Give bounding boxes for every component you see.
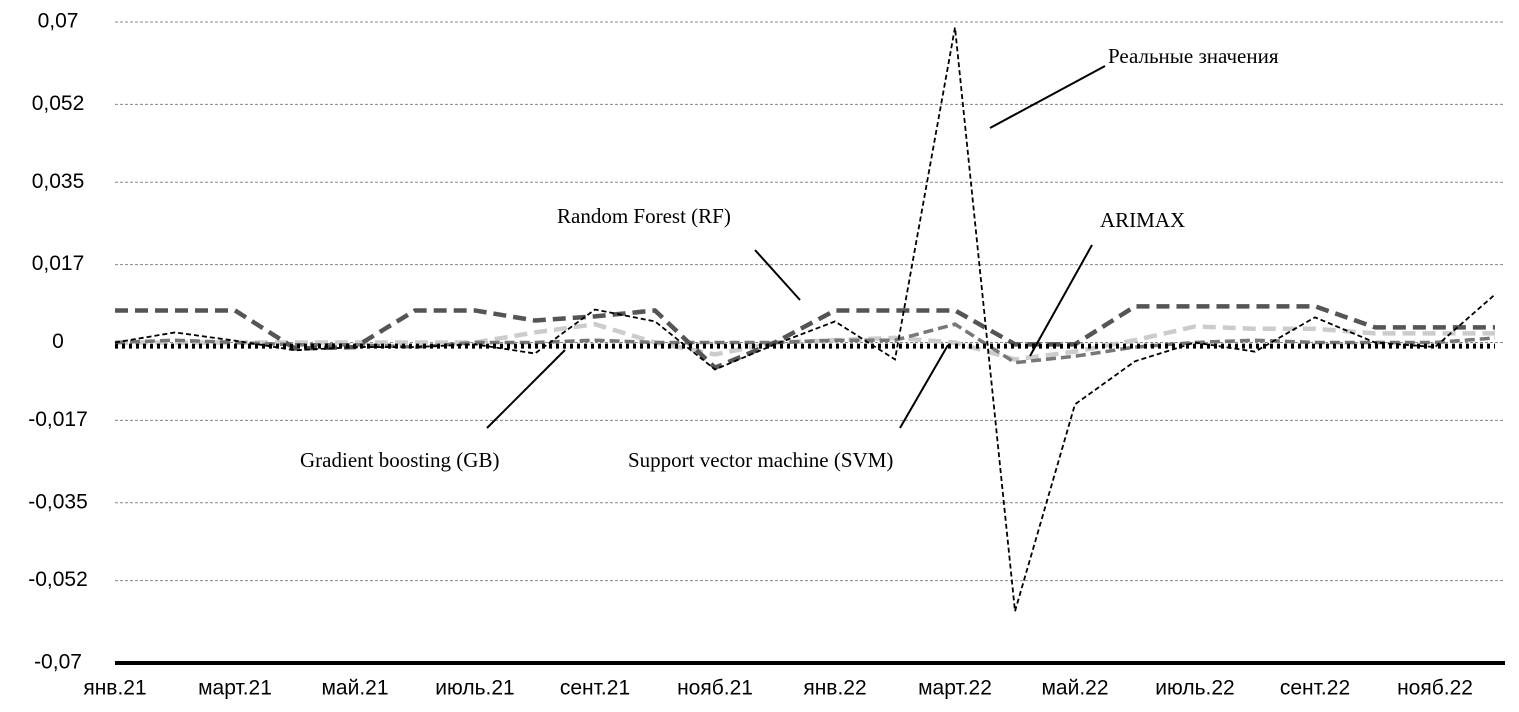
x-tick-label: сент.21 bbox=[560, 677, 630, 700]
y-tick-label: -0,052 bbox=[28, 568, 88, 591]
plot: 0,07 0,052 0,035 0,017 0 -0,017 -0,035 -0,052 -0… bbox=[28, 10, 1505, 700]
leader-line bbox=[1029, 244, 1093, 357]
y-tick-label: 0,035 bbox=[32, 170, 85, 193]
x-tick-label: март.22 bbox=[918, 677, 992, 700]
y-tick-label: 0,017 bbox=[32, 252, 85, 275]
x-tick-label: май.22 bbox=[1041, 677, 1108, 700]
leader-line bbox=[989, 65, 1106, 129]
leader-line bbox=[899, 344, 949, 429]
series-line bbox=[114, 27, 1496, 612]
y-tick-label: 0,07 bbox=[38, 10, 79, 33]
series-line bbox=[114, 322, 1496, 365]
annotation: ARIMAX bbox=[1100, 208, 1185, 232]
x-tick-label: июль.22 bbox=[1155, 677, 1234, 700]
series-line bbox=[115, 304, 1495, 371]
y-tick-label: -0,035 bbox=[28, 490, 88, 513]
leader-lines bbox=[486, 65, 1106, 429]
series-line bbox=[115, 321, 1495, 362]
x-tick-label: нояб.21 bbox=[677, 677, 753, 700]
x-tick-label: янв.22 bbox=[803, 677, 866, 700]
leader-line bbox=[754, 249, 801, 301]
y-tick-label: -0,07 bbox=[34, 651, 82, 674]
x-tick-label: нояб.22 bbox=[1397, 677, 1473, 700]
annotation: Support vector machine (SVM) bbox=[628, 448, 893, 472]
annotation: Random Forest (RF) bbox=[557, 204, 731, 228]
x-tick-label: май.21 bbox=[321, 677, 388, 700]
y-tick-label: 0 bbox=[52, 330, 64, 353]
annotation: Реальные значения bbox=[1108, 44, 1279, 68]
x-tick-label: июль.21 bbox=[435, 677, 514, 700]
y-tick-label: -0,017 bbox=[28, 408, 88, 431]
y-tick-label: 0,052 bbox=[32, 92, 85, 115]
x-tick-label: март.21 bbox=[198, 677, 272, 700]
x-tick-label: сент.22 bbox=[1280, 677, 1350, 700]
annotation: Gradient boosting (GB) bbox=[300, 448, 499, 472]
x-tick-label: янв.21 bbox=[83, 677, 146, 700]
leader-line bbox=[486, 349, 566, 429]
